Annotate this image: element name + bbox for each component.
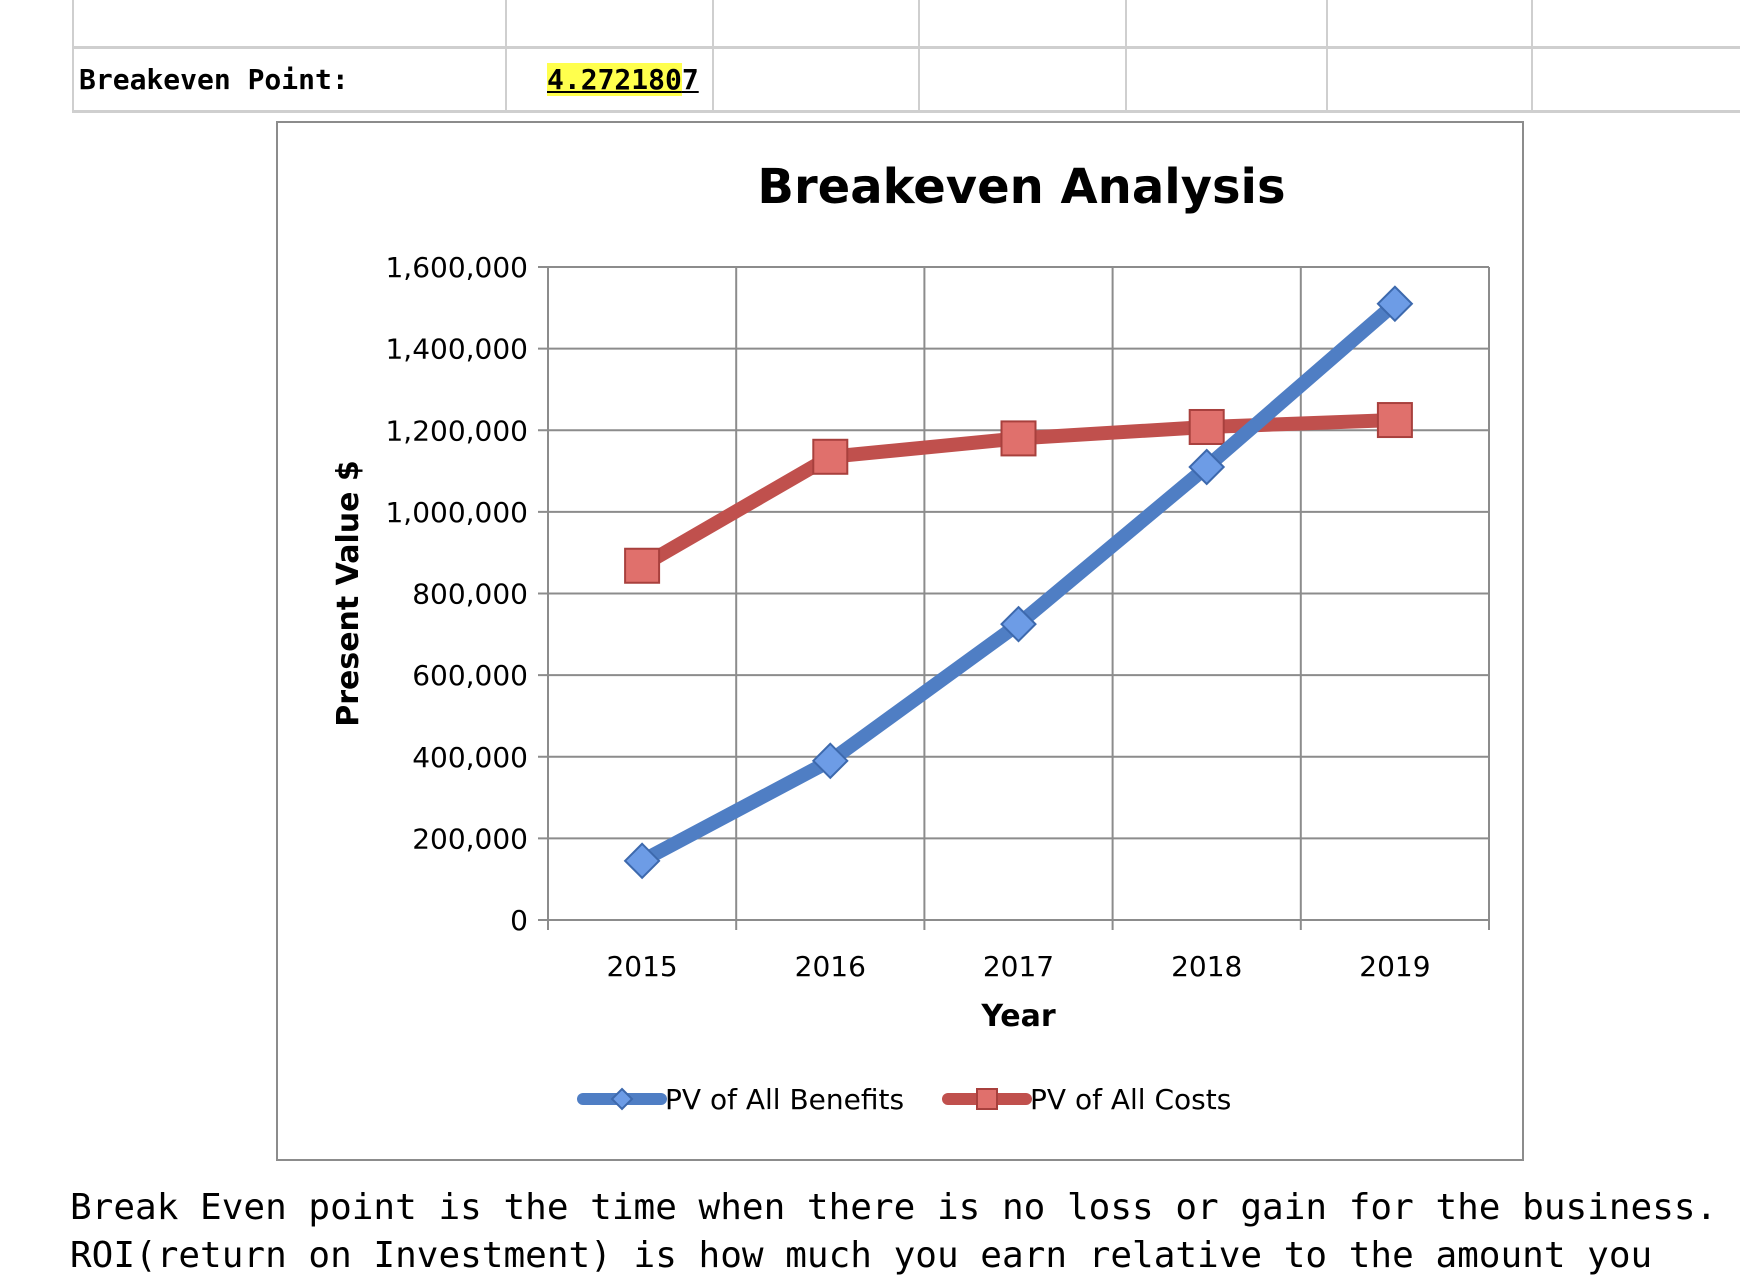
benefits-point <box>811 742 849 780</box>
costs-point <box>624 547 661 584</box>
y-tick-label: 800,000 <box>412 578 528 611</box>
grid-line <box>72 46 1740 49</box>
legend-label-costs: PV of All Costs <box>1030 1083 1231 1116</box>
chart-title: Breakeven Analysis <box>757 159 1285 215</box>
grid-line <box>505 0 507 113</box>
paragraph-line-2: ROI(return on Investment) is how much yo… <box>70 1235 1653 1276</box>
y-tick-label: 1,000,000 <box>385 496 528 529</box>
series-benefits <box>623 285 1414 880</box>
benefits-point <box>1188 448 1226 486</box>
breakeven-label[interactable]: Breakeven Point: <box>79 63 349 96</box>
explanation-paragraph: Break Even point is the time when there … <box>70 1184 1730 1280</box>
breakeven-value-rest: 7 <box>681 63 699 96</box>
x-tick-label: 2019 <box>1359 950 1430 983</box>
costs-point <box>1188 408 1225 445</box>
series-costs <box>624 402 1413 584</box>
benefits-line <box>635 296 1402 868</box>
grid-line <box>72 0 74 113</box>
y-tick-label: 0 <box>510 904 528 937</box>
breakeven-chart[interactable]: Breakeven Analysis 0 200,000 400,000 600,000… <box>276 121 1524 1161</box>
benefits-point <box>1376 285 1414 323</box>
grid-line <box>712 0 714 113</box>
grid-line <box>1326 0 1328 113</box>
x-tick-label: 2015 <box>606 950 677 983</box>
y-tick-label: 1,400,000 <box>385 333 528 366</box>
costs-point <box>1376 402 1413 439</box>
benefits-point <box>1000 605 1037 643</box>
breakeven-value-cell[interactable]: 4.2721807 <box>547 63 699 97</box>
chart-canvas: Breakeven Analysis 0 200,000 400,000 600,000… <box>331 159 1490 1116</box>
y-tick-label: 600,000 <box>412 659 528 692</box>
breakeven-value-highlighted: 4.272180 <box>547 63 682 96</box>
grid-line <box>72 110 1740 113</box>
y-axis-title: Present Value $ <box>331 460 366 727</box>
x-tick-label: 2018 <box>1171 950 1242 983</box>
grid-line <box>1531 0 1533 113</box>
y-tick-label: 400,000 <box>412 741 528 774</box>
legend: PV of All Benefits PV of All Costs <box>577 1083 1231 1116</box>
grid-line <box>918 0 920 113</box>
legend-marker-diamond <box>610 1087 634 1111</box>
y-tick-label: 1,600,000 <box>385 251 528 284</box>
x-axis-title: Year <box>980 999 1056 1034</box>
spreadsheet-grid: Breakeven Point: 4.2721807 <box>0 0 1740 115</box>
paragraph-line-1: Break Even point is the time when there … <box>70 1187 1718 1228</box>
legend-marker-square <box>976 1088 998 1110</box>
y-tick-label: 1,200,000 <box>385 414 528 447</box>
grid-line <box>1125 0 1127 113</box>
benefits-point <box>623 842 661 880</box>
x-tick-label: 2016 <box>795 950 866 983</box>
y-tick-label: 200,000 <box>412 822 528 855</box>
x-tick-label: 2017 <box>983 950 1054 983</box>
legend-label-benefits: PV of All Benefits <box>665 1083 904 1116</box>
costs-point <box>812 438 849 475</box>
costs-point <box>1000 420 1037 457</box>
